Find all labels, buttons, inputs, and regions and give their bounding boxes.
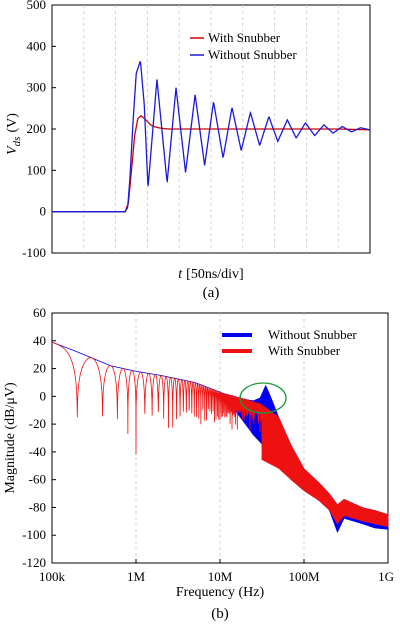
legend-label-with-snubber-a: With Snubber [208, 30, 281, 45]
y-tick-label-b: -100 [22, 527, 46, 542]
y-axis-title-a: Vds (V) [5, 113, 23, 155]
legend-label-without-snubber-b: Without Snubber [268, 327, 357, 342]
series-without-snubber-a [52, 61, 371, 213]
legend-swatch-without-snubber-b [222, 333, 252, 337]
y-tick-label-b: -80 [29, 499, 46, 514]
y-tick-label-a: 200 [27, 121, 47, 136]
y-ticks-b: 60 40 20 0 -20 -40 -60 -80 -100 -120 [22, 305, 56, 570]
y-tick-label-b: -40 [29, 444, 46, 459]
series-with-snubber-b [51, 341, 389, 527]
x-tick-label-b: 1G [378, 569, 394, 584]
y-ticks-a: 500 400 300 200 100 0 -100 [22, 0, 56, 260]
legend-a: With Snubber Without Snubber [190, 30, 297, 62]
y-tick-label-b: 40 [33, 333, 46, 348]
y-tick-label-a: 300 [27, 80, 47, 95]
x-axis-symbol: t [178, 267, 183, 282]
y-tick-label-a: 100 [27, 162, 47, 177]
svg-text:Vds(V): Vds (V) [5, 113, 23, 155]
x-axis-title-b: Frequency (Hz) [176, 585, 265, 600]
caption-b: (b) [211, 606, 229, 622]
x-tick-label-b: 100M [288, 569, 320, 584]
y-tick-label-b: -20 [29, 416, 46, 431]
plot-area-b [51, 312, 389, 564]
resonance-circle [239, 382, 287, 414]
legend-label-without-snubber-a: Without Snubber [208, 47, 297, 62]
y-tick-label-b: -120 [22, 555, 46, 570]
x-ticks-b: 100k 1M 10M 100M 1G [39, 559, 394, 584]
legend-swatch-with-snubber-b [222, 349, 252, 353]
legend-label-with-snubber-b: With Snubber [268, 343, 341, 358]
caption-a: (a) [203, 285, 220, 301]
x-tick-label-b: 1M [127, 569, 146, 584]
y-axis-title-b: Magnitude (dB/μV) [3, 382, 18, 494]
y-tick-label-b: 60 [33, 305, 46, 320]
y-tick-label-a: -100 [22, 245, 46, 260]
x-axis-rest: [50ns/div] [186, 267, 244, 282]
legend-b: Without Snubber With Snubber [222, 327, 357, 358]
x-tick-label-b: 100k [39, 569, 66, 584]
y-tick-label-a: 0 [40, 204, 47, 219]
y-tick-label-b: 20 [33, 361, 46, 376]
series-a [52, 61, 371, 213]
y-tick-label-a: 400 [27, 38, 47, 53]
y-tick-label-b: -60 [29, 472, 46, 487]
y-tick-label-a: 500 [27, 0, 47, 12]
y-axis-subscript: ds [11, 137, 23, 147]
x-axis-title-a: t [50ns/div] [178, 267, 243, 282]
y-axis-unit: (V) [5, 113, 20, 133]
y-tick-label-b: 0 [40, 388, 47, 403]
x-tick-label-b: 10M [208, 569, 233, 584]
y-axis-symbol: V [5, 145, 20, 155]
series-b [51, 341, 389, 533]
